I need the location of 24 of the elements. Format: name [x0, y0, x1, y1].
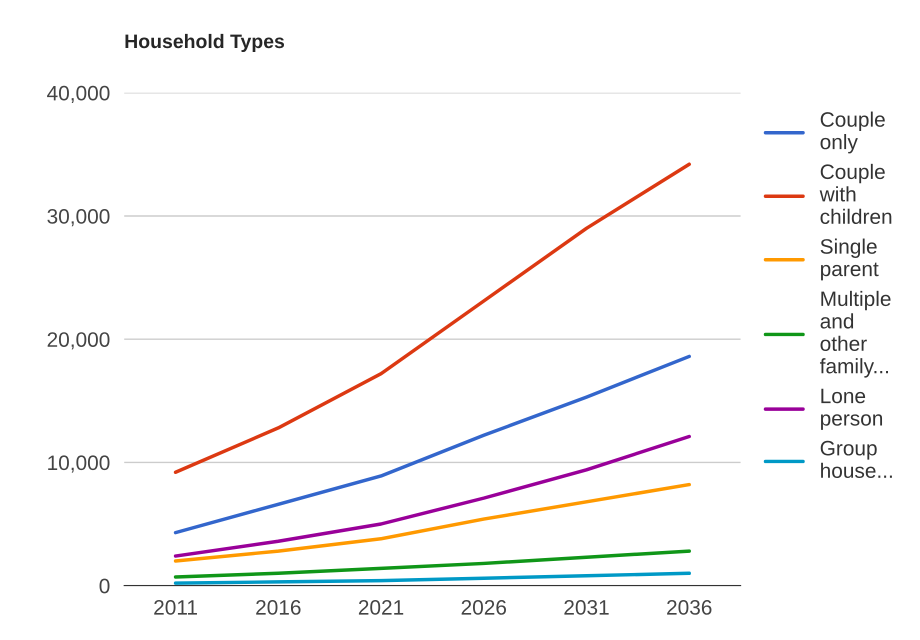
line-series — [174, 482, 691, 563]
x-tick-label: 2016 — [256, 600, 301, 615]
line-series — [174, 162, 691, 474]
line-series — [174, 549, 691, 579]
legend-label: Couple only — [820, 112, 885, 154]
y-tick-label: 40,000 — [47, 86, 110, 104]
x-tick-label: 2011 — [154, 600, 197, 615]
y-tick-label: 30,000 — [47, 209, 110, 226]
legend-label: Group house... — [820, 440, 892, 478]
legend-label: Lone person — [821, 388, 882, 430]
x-tick-label: 2026 — [462, 600, 506, 615]
y-tick-label: 10,000 — [48, 455, 110, 473]
line-series — [174, 434, 691, 558]
y-tick-label: 20,000 — [48, 332, 110, 350]
x-tick-label: 2036 — [667, 600, 712, 615]
chart-title: Household Types — [126, 34, 284, 52]
y-tick-label: 0 — [100, 578, 110, 594]
legend-label: Single parent — [820, 238, 879, 280]
line-series — [174, 572, 691, 585]
x-tick-label: 2021 — [358, 600, 404, 615]
x-tick-label: 2031 — [564, 600, 609, 615]
line-series — [174, 354, 691, 534]
legend-label: Couple with children — [820, 164, 892, 224]
legend-label: Multiple and other family... — [820, 290, 891, 378]
